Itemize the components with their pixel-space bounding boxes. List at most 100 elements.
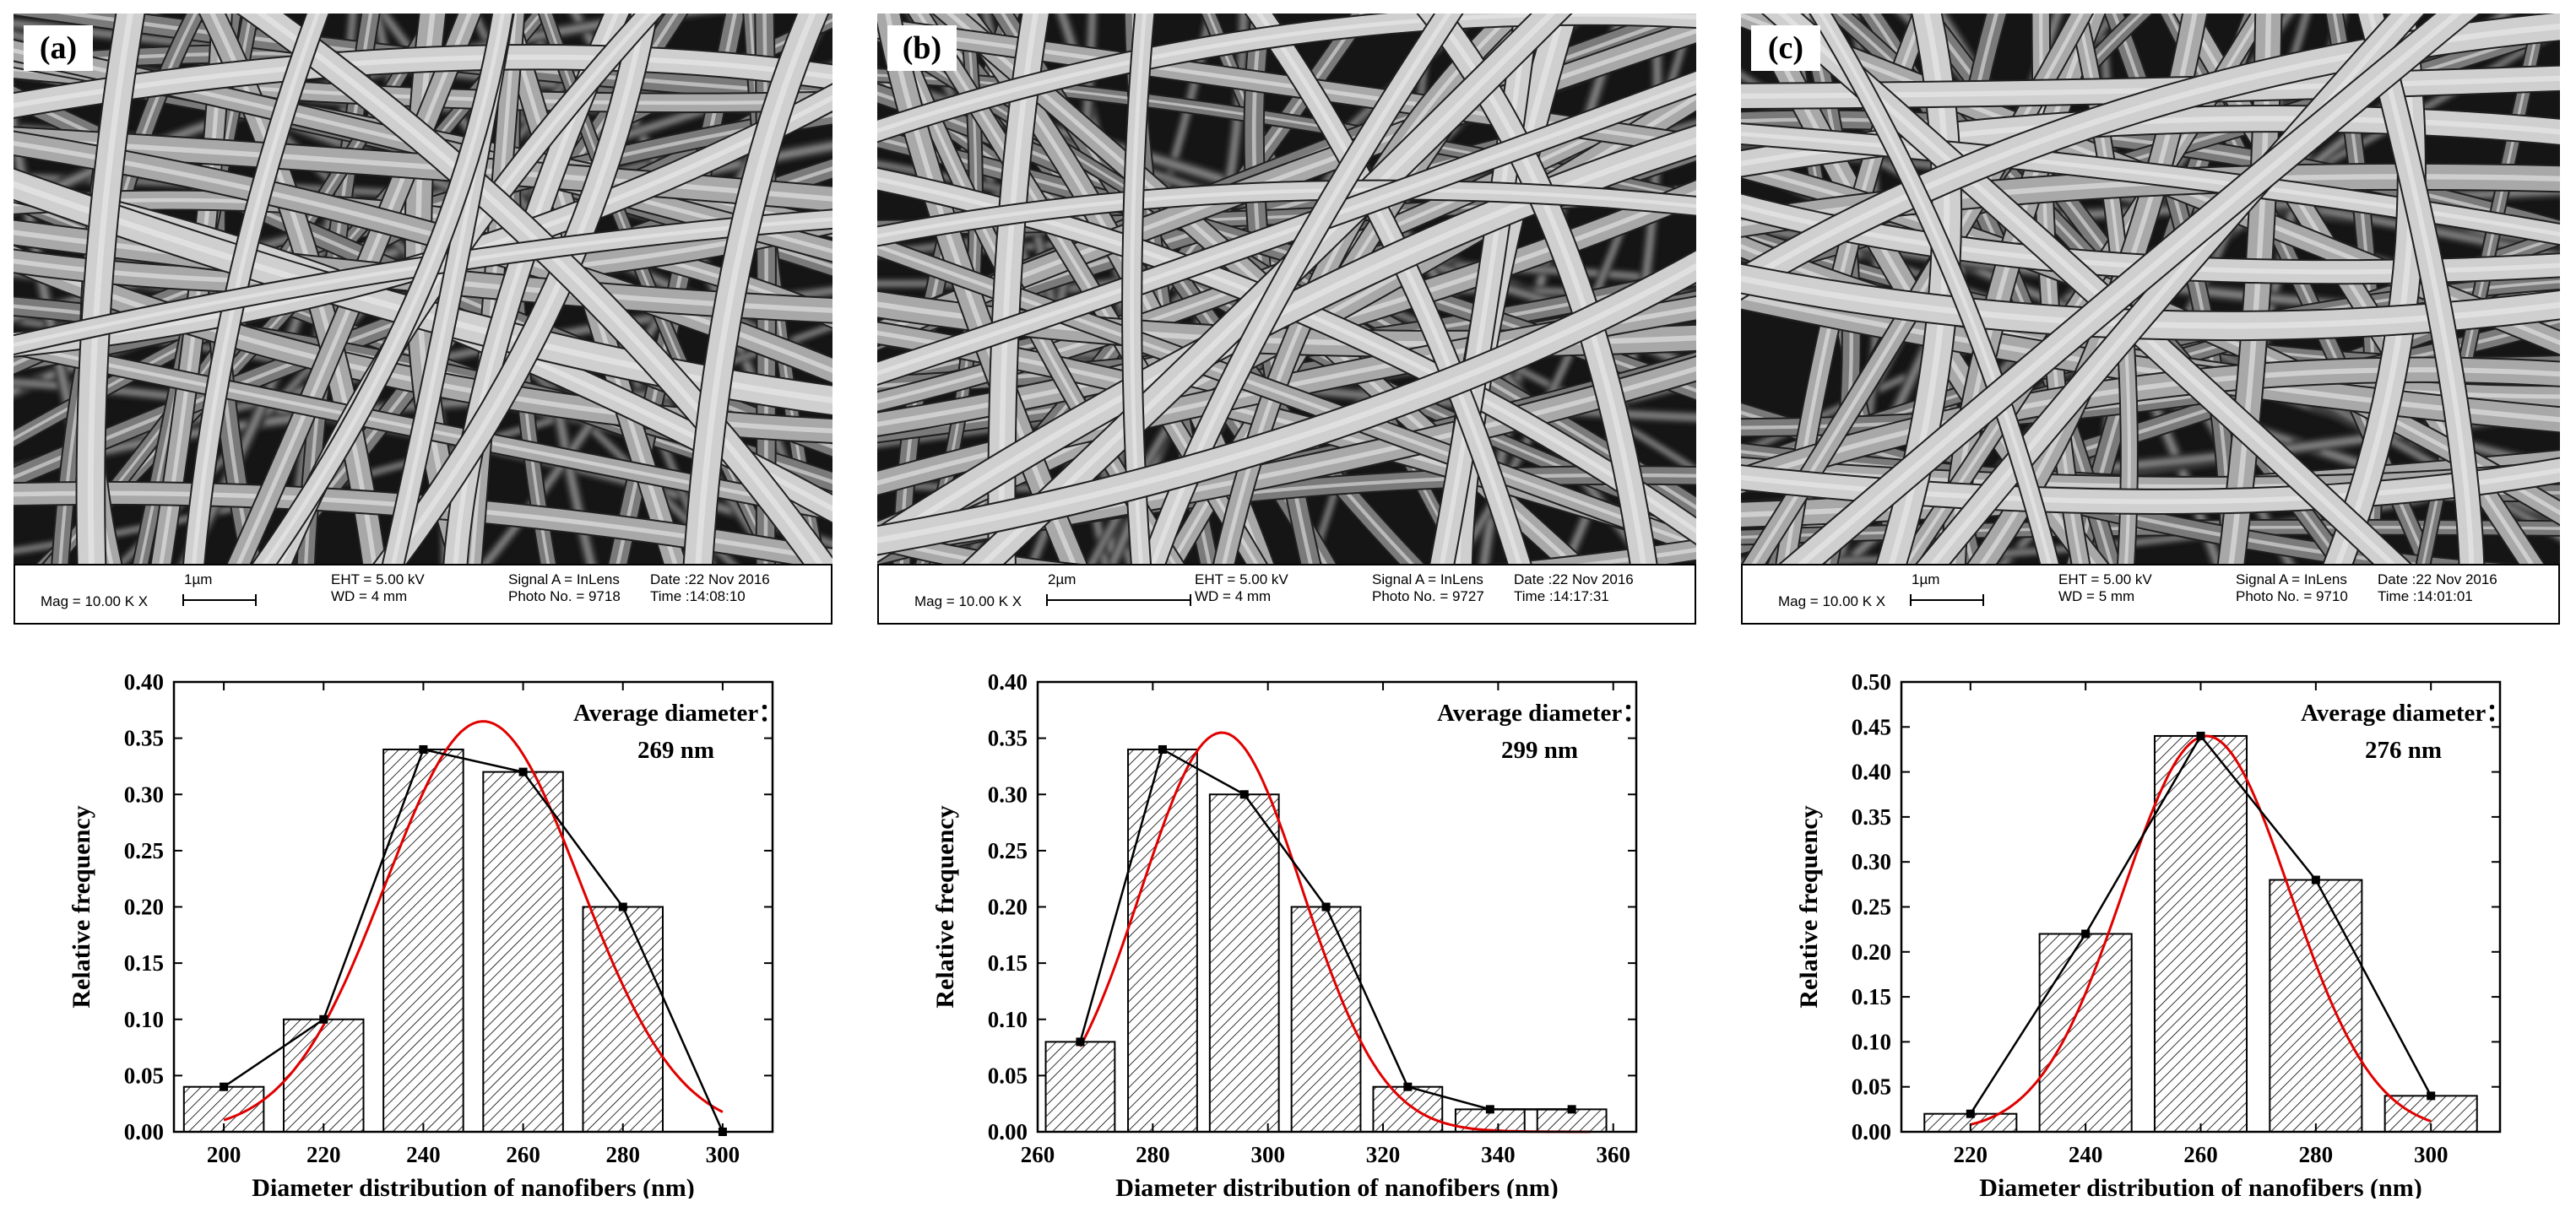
y-tick-label: 0.40 — [124, 669, 164, 695]
y-tick-label: 0.35 — [988, 726, 1028, 751]
fiber-highlight — [877, 262, 1696, 544]
data-point-3 — [1321, 902, 1331, 912]
fiber-highlight — [14, 181, 832, 403]
wd-text: WD = 4 mm — [1195, 588, 1272, 604]
fiber-layer — [14, 14, 832, 564]
x-tick-label: 280 — [2299, 1142, 2334, 1167]
y-tick-label: 0.00 — [1852, 1119, 1891, 1144]
signal-text: Signal A = InLens — [2236, 571, 2347, 587]
fiber-highlight — [1741, 203, 2560, 275]
y-tick-label: 0.50 — [1852, 669, 1891, 695]
chart-b: 0.00 0.05 0.10 0.15 0.20 0.25 0.30 0.35 0.40 260 2… — [881, 658, 1712, 1202]
y-tick-label: 0.25 — [1852, 895, 1891, 920]
wd-text: WD = 5 mm — [2058, 588, 2135, 604]
x-tick-label: 240 — [406, 1142, 441, 1167]
x-tick-label: 280 — [1136, 1142, 1170, 1167]
x-axis-label: Diameter distribution of nanofibers (nm) — [1979, 1174, 2421, 1198]
panel-c: (c) Mag = 10.00 K X 1µm EHT = 5.00 kV WD… — [1741, 14, 2560, 625]
fiber-highlight — [1741, 23, 2560, 287]
x-axis-label: Diameter distribution of nanofibers (nm) — [252, 1174, 694, 1198]
sem-image — [877, 14, 1696, 564]
data-point-5 — [1485, 1105, 1494, 1114]
nanofiber-micrograph — [1741, 14, 2560, 564]
fiber-highlight — [236, 14, 472, 564]
x-tick-label: 300 — [2414, 1142, 2449, 1167]
mag-text: Mag = 10.00 K X — [41, 593, 149, 609]
y-tick-label: 0.15 — [988, 950, 1028, 976]
panel-a: (a) Mag = 10.00 K X 1µm EHT = 5.00 kV WD… — [14, 14, 832, 625]
average-diameter-label: Average diameter： — [1437, 700, 1646, 727]
scale-bar — [1046, 594, 1191, 606]
data-point-4 — [618, 902, 627, 912]
fiber-highlight — [979, 14, 1556, 564]
fiber-highlight — [877, 137, 1696, 549]
chart-a: 0.00 0.05 0.10 0.15 0.20 0.25 0.30 0.35 0.40 200 2… — [17, 658, 849, 1202]
fiber-highlight — [1741, 294, 2560, 423]
sem-databar: Mag = 10.00 K X 1µm EHT = 5.00 kV WD = 4… — [14, 564, 832, 625]
frequency-polyline — [223, 748, 724, 1133]
bar-4 — [1372, 1085, 1444, 1134]
scale-label: 2µm — [1048, 571, 1076, 587]
fiber-highlight — [1741, 75, 2560, 99]
y-tick-label: 0.25 — [124, 838, 164, 863]
fiber-highlight — [877, 14, 1696, 133]
histogram-chart: 0.00 0.05 0.10 0.15 0.20 0.25 0.30 0.35 0.40 200 2… — [68, 669, 783, 1202]
x-tick-label: 300 — [706, 1142, 740, 1167]
photo-number-text: Photo No. = 9710 — [2236, 588, 2348, 604]
y-tick-label: 0.05 — [1852, 1074, 1891, 1100]
y-tick-label: 0.30 — [988, 782, 1028, 807]
average-diameter-value: 276 nm — [2365, 737, 2442, 764]
time-text: Time :14:01:01 — [2378, 588, 2473, 604]
sem-image — [1741, 14, 2560, 564]
average-diameter-value: 299 nm — [1501, 737, 1578, 764]
eht-text: EHT = 5.00 kV — [2058, 571, 2152, 587]
x-tick-label: 260 — [1021, 1142, 1055, 1167]
fiber-highlight — [87, 14, 133, 564]
data-point-1 — [319, 1015, 328, 1024]
y-tick-label: 0.10 — [1852, 1029, 1891, 1054]
histogram-chart: 0.00 0.05 0.10 0.15 0.20 0.25 0.30 0.35 0.40 260 2… — [931, 669, 1646, 1202]
y-tick-label: 0.40 — [988, 669, 1028, 695]
fiber-highlight — [387, 14, 648, 564]
bar-1 — [1127, 748, 1198, 1133]
data-point-0 — [220, 1082, 229, 1091]
fiber-highlight — [1741, 132, 2560, 237]
x-tick-label: 240 — [2069, 1142, 2103, 1167]
y-tick-label: 0.15 — [124, 950, 164, 976]
y-tick-label: 0.20 — [988, 895, 1028, 920]
x-axis-label: Diameter distribution of nanofibers (nm) — [1115, 1174, 1558, 1198]
data-point-3 — [2311, 875, 2320, 885]
y-tick-label: 0.20 — [1852, 939, 1891, 965]
eht-text: EHT = 5.00 kV — [331, 571, 425, 587]
y-axis-label: Relative frequency — [931, 805, 959, 1008]
y-tick-label: 0.45 — [1852, 714, 1891, 739]
x-tick-label: 360 — [1596, 1142, 1630, 1167]
date-text: Date :22 Nov 2016 — [650, 571, 770, 587]
signal-text: Signal A = InLens — [1372, 571, 1483, 587]
bar-2 — [1208, 793, 1280, 1133]
bar-4 — [582, 906, 664, 1133]
average-diameter-label: Average diameter： — [2301, 700, 2510, 727]
y-tick-label: 0.00 — [988, 1119, 1028, 1144]
y-tick-label: 0.25 — [988, 838, 1028, 863]
y-tick-label: 0.35 — [1852, 804, 1891, 830]
fiber-highlight — [262, 14, 505, 564]
x-tick-label: 200 — [207, 1142, 241, 1167]
scale-label: 1µm — [1912, 571, 1940, 587]
wd-text: WD = 4 mm — [331, 588, 408, 604]
panel-label: (c) — [1751, 25, 1820, 71]
histogram-chart: 0.00 0.05 0.10 0.15 0.20 0.25 0.30 0.35 0.40 0.45… — [1795, 669, 2510, 1202]
fiber-highlight — [1929, 14, 2411, 564]
x-tick-label: 260 — [2183, 1142, 2218, 1167]
photo-number-text: Photo No. = 9727 — [1372, 588, 1484, 604]
bar-2 — [382, 748, 464, 1133]
y-tick-label: 0.10 — [988, 1007, 1028, 1032]
scale-label: 1µm — [184, 571, 213, 587]
data-point-4 — [2427, 1091, 2436, 1101]
sem-databar: Mag = 10.00 K X 1µm EHT = 5.00 kV WD = 5… — [1741, 564, 2560, 625]
scale-bar — [182, 594, 257, 606]
data-point-2 — [1239, 790, 1249, 799]
y-axis-label: Relative frequency — [1795, 805, 1823, 1008]
mag-text: Mag = 10.00 K X — [1778, 593, 1886, 609]
y-tick-label: 0.15 — [1852, 984, 1891, 1009]
